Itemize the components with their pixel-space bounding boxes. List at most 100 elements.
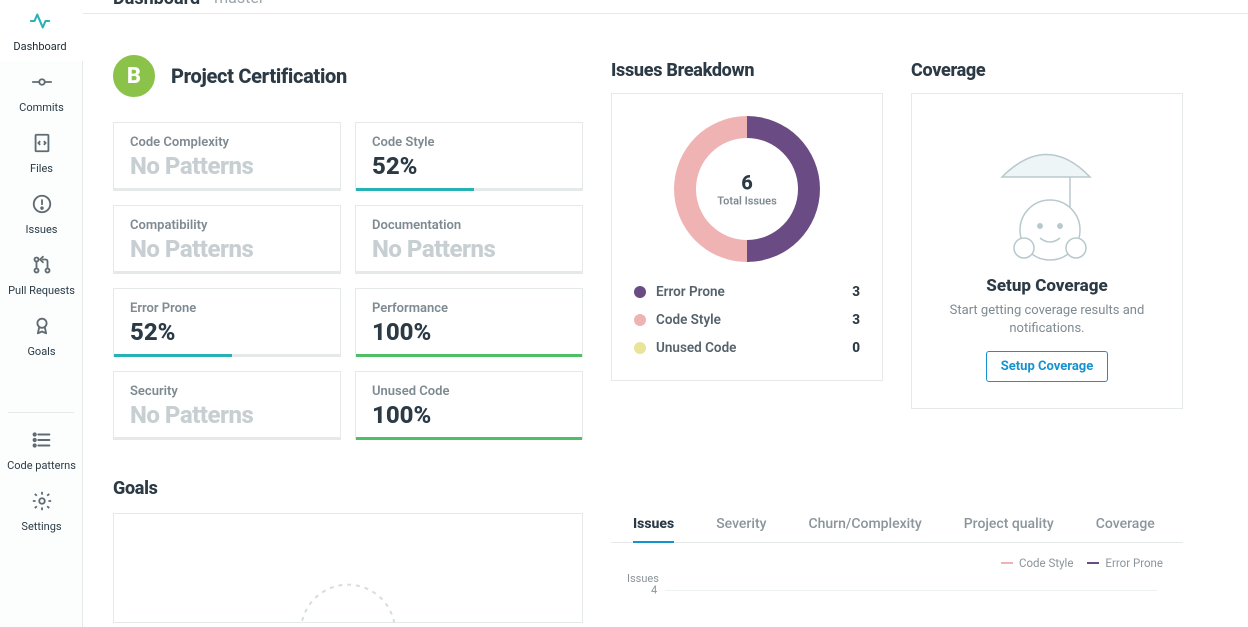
award-icon <box>31 315 53 337</box>
cert-card[interactable]: Documentation No Patterns <box>355 205 583 274</box>
sidebar: Dashboard Commits Files Issues Pull Requ… <box>0 0 83 627</box>
chart-legend-item: Code Style <box>1001 556 1073 570</box>
alert-circle-icon <box>31 193 53 215</box>
chart-tab[interactable]: Issues <box>633 512 674 542</box>
certification-badge-letter: B <box>127 64 141 89</box>
branch-selector[interactable]: master <box>214 0 278 7</box>
legend-value: 0 <box>852 340 860 356</box>
legend-dot <box>634 314 646 326</box>
sidebar-item-label: Goals <box>0 345 83 358</box>
cert-card[interactable]: Code Complexity No Patterns <box>113 122 341 191</box>
issues-donut: 6 Total Issues <box>626 114 868 264</box>
cert-card-label: Compatibility <box>130 218 324 233</box>
cert-card-bar <box>356 271 582 274</box>
cert-card-bar <box>356 188 582 191</box>
section-title-issues-breakdown: Issues Breakdown <box>611 60 883 81</box>
coverage-card-title: Setup Coverage <box>936 276 1158 296</box>
goals-panel <box>113 513 583 623</box>
cert-card-label: Security <box>130 384 324 399</box>
legend-label: Code Style <box>656 312 721 328</box>
donut-center: 6 Total Issues <box>717 171 777 208</box>
gridline <box>665 590 1157 591</box>
cert-card-value: 100% <box>372 318 566 346</box>
sidebar-item-label: Commits <box>0 101 83 114</box>
sidebar-item-code-patterns[interactable]: Code patterns <box>0 419 83 480</box>
coverage-panel: Setup Coverage Start getting coverage re… <box>911 93 1183 409</box>
sidebar-item-goals[interactable]: Goals <box>0 305 83 366</box>
sidebar-item-commits[interactable]: Commits <box>0 61 83 122</box>
cert-card[interactable]: Performance100% <box>355 288 583 357</box>
sidebar-divider <box>8 412 74 413</box>
sidebar-item-settings[interactable]: Settings <box>0 480 83 541</box>
cert-card-bar <box>356 354 582 357</box>
legend-dot <box>634 286 646 298</box>
coverage-illustration <box>936 122 1158 272</box>
legend-label: Error Prone <box>656 284 725 300</box>
chart-tab[interactable]: Churn/Complexity <box>808 512 921 542</box>
cert-card-bar <box>114 437 340 440</box>
sidebar-item-pull-requests[interactable]: Pull Requests <box>0 244 83 305</box>
cert-card-label: Code Style <box>372 135 566 150</box>
chart-tab[interactable]: Severity <box>716 512 766 542</box>
sidebar-item-label: Settings <box>0 520 83 533</box>
legend-row[interactable]: Unused Code 0 <box>626 334 868 362</box>
coverage-description: Start getting coverage results and notif… <box>936 302 1158 337</box>
cert-card-bar <box>114 271 340 274</box>
cert-card[interactable]: Unused Code 100% <box>355 371 583 440</box>
cert-card-label: Code Complexity <box>130 135 324 150</box>
chart-tabs-section: Issues Severity Churn/Complexity Project qu… <box>611 512 1183 627</box>
goals-section: Goals <box>113 478 583 623</box>
commit-icon <box>31 71 53 93</box>
sidebar-item-issues[interactable]: Issues <box>0 183 83 244</box>
project-certification-section: B Project Certification Code Complexity N… <box>113 38 583 623</box>
main-area: Dashboard master B Project Certification… <box>83 0 1248 627</box>
cert-card-value: No Patterns <box>130 235 324 263</box>
issues-breakdown-panel: 6 Total Issues Error Prone 3 Code Style 3 Un… <box>611 93 883 381</box>
cert-card-value: No Patterns <box>372 235 566 263</box>
y-tick: 4 <box>651 584 657 597</box>
legend-row[interactable]: Code Style 3 <box>626 306 868 334</box>
sidebar-item-label: Code patterns <box>0 459 83 472</box>
cert-card[interactable]: Code Style 52% <box>355 122 583 191</box>
section-title-coverage: Coverage <box>911 60 1183 81</box>
section-title-certification: Project Certification <box>171 64 347 88</box>
git-pull-request-icon <box>31 254 53 276</box>
activity-icon <box>29 10 51 32</box>
sidebar-item-label: Dashboard <box>0 40 80 53</box>
chevron-down-icon <box>268 0 278 7</box>
chart-tab[interactable]: Coverage <box>1096 512 1155 542</box>
topbar: Dashboard master <box>83 0 1248 14</box>
legend-value: 3 <box>852 284 860 300</box>
donut-total-value: 6 <box>717 171 777 195</box>
cert-card[interactable]: Error Prone52% <box>113 288 341 357</box>
gear-icon <box>31 490 53 512</box>
cert-card-bar <box>114 354 340 357</box>
cert-card[interactable]: Compatibility No Patterns <box>113 205 341 274</box>
cert-card[interactable]: Security No Patterns <box>113 371 341 440</box>
cert-card-value: 100% <box>372 401 566 429</box>
list-icon <box>31 429 53 451</box>
legend-row[interactable]: Error Prone 3 <box>626 278 868 306</box>
cert-card-label: Unused Code <box>372 384 566 399</box>
legend-value: 3 <box>852 312 860 328</box>
sidebar-item-dashboard[interactable]: Dashboard <box>0 0 83 61</box>
cert-card-value: No Patterns <box>130 401 324 429</box>
certification-badge: B <box>113 55 155 97</box>
sidebar-item-files[interactable]: Files <box>0 122 83 183</box>
legend-dot <box>634 342 646 354</box>
file-code-icon <box>31 132 53 154</box>
chart-legend: Code StyleError Prone <box>621 553 1173 570</box>
cert-card-label: Error Prone <box>130 301 324 316</box>
section-title-goals: Goals <box>113 478 583 499</box>
sidebar-item-label: Files <box>0 162 83 175</box>
sidebar-item-label: Pull Requests <box>0 284 83 297</box>
cert-card-bar <box>356 437 582 440</box>
goals-placeholder-illustration <box>114 514 582 622</box>
setup-coverage-button[interactable]: Setup Coverage <box>986 351 1108 382</box>
cert-card-label: Documentation <box>372 218 566 233</box>
cert-card-value: 52% <box>372 152 566 180</box>
donut-total-label: Total Issues <box>717 195 777 208</box>
cert-card-value: No Patterns <box>130 152 324 180</box>
chart-tab[interactable]: Project quality <box>964 512 1054 542</box>
legend-label: Unused Code <box>656 340 736 356</box>
